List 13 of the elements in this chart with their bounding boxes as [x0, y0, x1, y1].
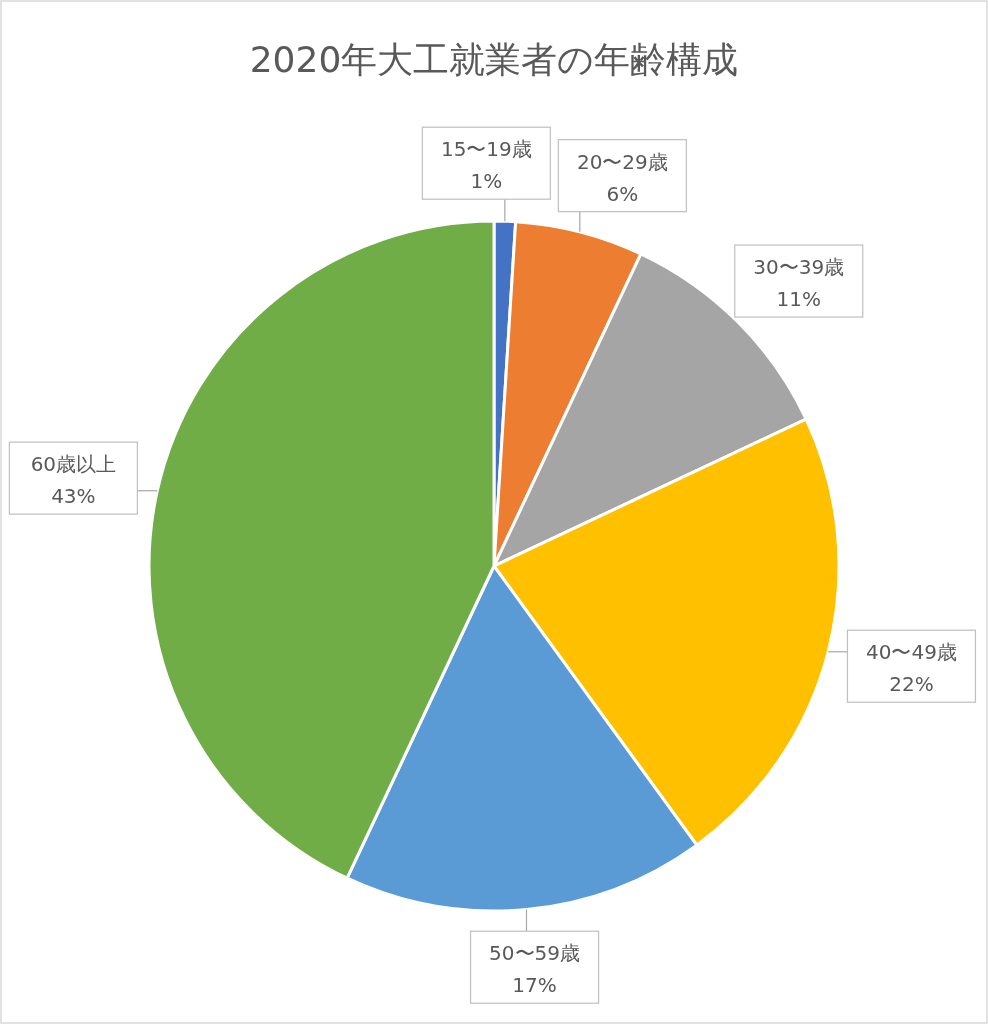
slice-label: 40〜49歳: [866, 640, 957, 665]
data-label: 1%: [470, 169, 503, 194]
chart-title: 2020年大工就業者の年齢構成: [249, 39, 739, 80]
data-label: 17%: [512, 973, 557, 998]
slice-label: 30〜39歳: [753, 255, 845, 280]
slice-label: 60歳以上: [30, 452, 117, 477]
slice-label: 50〜59歳: [489, 941, 581, 966]
data-label: 43%: [51, 484, 96, 509]
data-label: 6%: [606, 181, 639, 206]
data-label: 22%: [889, 672, 934, 697]
data-label: 11%: [776, 287, 821, 312]
slice-label: 15〜19歳: [440, 137, 532, 162]
slice-label: 20〜29歳: [576, 149, 668, 174]
